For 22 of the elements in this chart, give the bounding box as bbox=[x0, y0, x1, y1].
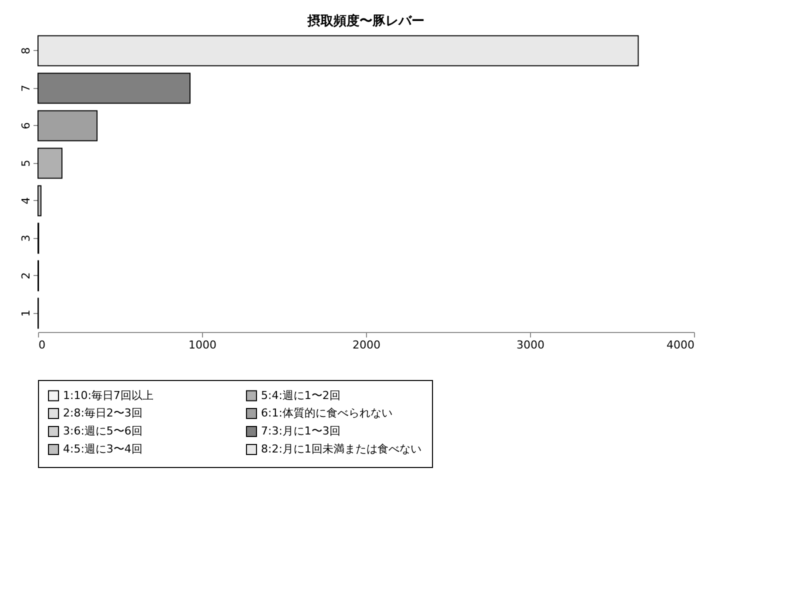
legend-label: 8:2:月に1回未満または食べない bbox=[261, 442, 422, 456]
legend-label: 3:6:週に5〜6回 bbox=[63, 424, 142, 438]
y-tick-label: 2 bbox=[20, 272, 32, 280]
legend-label: 6:1:体質的に食べられない bbox=[261, 406, 392, 420]
x-tick-label: 3000 bbox=[516, 338, 544, 352]
y-tick-label: 6 bbox=[20, 122, 32, 130]
chart-title: 摂取頻度〜豚レバー bbox=[306, 13, 424, 29]
y-tick-label: 3 bbox=[20, 234, 32, 242]
x-tick-label: 4000 bbox=[666, 338, 694, 352]
legend-label: 5:4:週に1〜2回 bbox=[261, 388, 340, 402]
x-tick-label: 0 bbox=[38, 338, 46, 352]
y-tick-label: 7 bbox=[20, 84, 32, 92]
x-tick-label: 2000 bbox=[352, 338, 380, 352]
y-tick-label: 1 bbox=[20, 310, 32, 317]
legend-label: 1:10:毎日7回以上 bbox=[63, 388, 154, 402]
x-tick-label: 1000 bbox=[188, 338, 216, 352]
legend-label: 7:3:月に1〜3回 bbox=[261, 424, 340, 438]
legend-label: 2:8:毎日2〜3回 bbox=[63, 406, 142, 420]
y-tick-label: 8 bbox=[20, 47, 32, 54]
y-tick-label: 5 bbox=[20, 160, 32, 167]
y-tick-label: 4 bbox=[20, 197, 32, 204]
legend-label: 4:5:週に3〜4回 bbox=[63, 442, 142, 456]
